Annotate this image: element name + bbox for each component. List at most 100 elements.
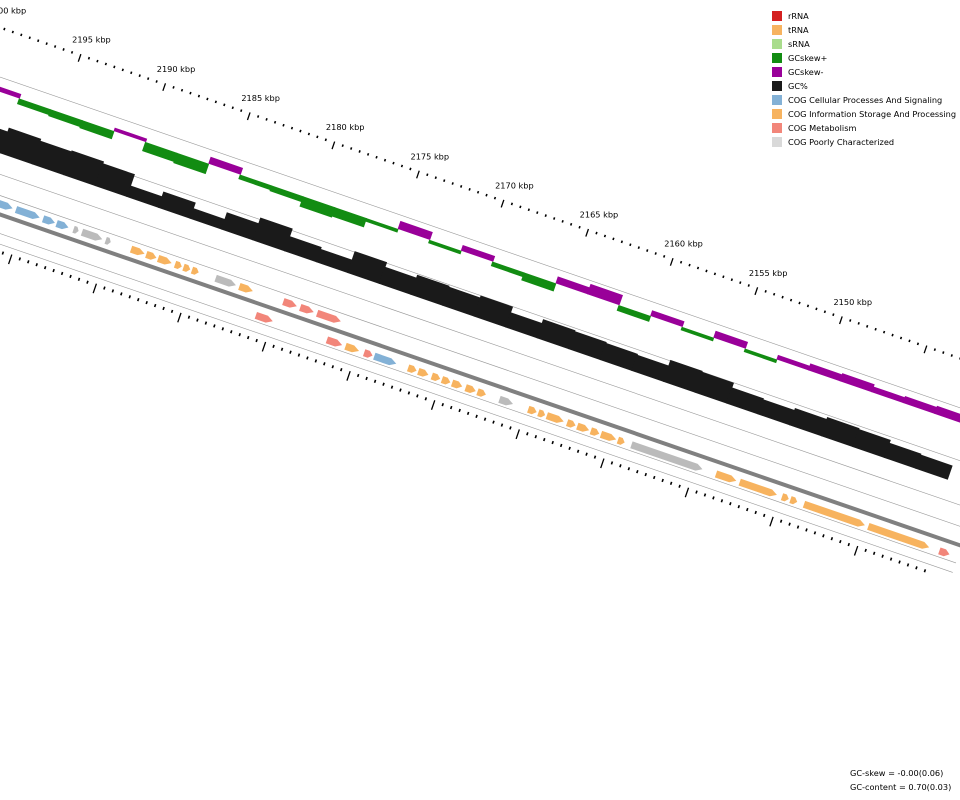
reverse-gene-arrow bbox=[576, 422, 590, 432]
inner-minor-tick bbox=[27, 260, 30, 264]
gc-content-bar bbox=[473, 295, 514, 328]
inner-minor-tick bbox=[551, 440, 554, 445]
ruler-minor-tick bbox=[950, 354, 953, 357]
ruler-label: 2185 kbp bbox=[241, 93, 280, 103]
inner-minor-tick bbox=[170, 309, 174, 314]
inner-minor-tick bbox=[416, 394, 419, 398]
reverse-gene-arrow bbox=[589, 427, 600, 436]
inner-minor-tick bbox=[796, 525, 800, 529]
ruler-minor-tick bbox=[899, 336, 903, 340]
gc-content-bar bbox=[252, 217, 293, 252]
reverse-gene-arrow bbox=[373, 352, 397, 366]
ruler-minor-tick bbox=[350, 147, 353, 150]
ruler-major-tick bbox=[331, 141, 336, 150]
gc-content-bar bbox=[31, 140, 73, 176]
inner-minor-tick bbox=[509, 426, 512, 430]
legend-label: GCskew+ bbox=[788, 53, 828, 63]
inner-minor-tick bbox=[424, 397, 428, 401]
gc-content-bar bbox=[662, 359, 703, 393]
ruler-minor-tick bbox=[747, 284, 750, 287]
inner-minor-tick bbox=[339, 367, 343, 372]
ruler-minor-tick bbox=[823, 310, 827, 314]
inner-minor-tick bbox=[399, 388, 402, 392]
gc-content-bar bbox=[315, 248, 353, 274]
gc-skew-plus-bar bbox=[521, 272, 557, 292]
inner-minor-tick bbox=[458, 408, 461, 413]
gc-content-bar bbox=[189, 208, 226, 230]
gc-content-bar bbox=[126, 185, 163, 208]
ruler-minor-tick bbox=[265, 118, 268, 121]
ruler-minor-tick bbox=[612, 237, 615, 241]
ruler-minor-tick bbox=[3, 27, 6, 31]
ruler-major-tick bbox=[669, 257, 674, 266]
forward-gene-arrow bbox=[315, 309, 341, 323]
gc-skew-plus-bar bbox=[238, 174, 273, 191]
ring-line bbox=[0, 233, 957, 564]
inner-minor-tick bbox=[737, 504, 741, 509]
inner-minor-tick bbox=[483, 417, 487, 421]
inner-minor-tick bbox=[872, 551, 876, 555]
reverse-gene-arrow bbox=[362, 349, 373, 358]
reverse-gene-arrow bbox=[599, 430, 617, 441]
ruler-minor-tick bbox=[916, 342, 920, 346]
forward-gene-arrow bbox=[173, 260, 182, 269]
inner-minor-tick bbox=[407, 391, 411, 395]
inner-minor-tick bbox=[703, 493, 707, 497]
ruler-minor-tick bbox=[282, 123, 285, 127]
gc-content-bar bbox=[284, 235, 322, 263]
inner-minor-tick bbox=[805, 528, 808, 532]
gc-skew-minus-bar bbox=[776, 354, 811, 371]
inner-minor-tick bbox=[136, 298, 140, 302]
reverse-gene-arrow bbox=[714, 470, 737, 483]
inner-minor-tick bbox=[619, 464, 622, 468]
ruler-label: 2155 kbp bbox=[749, 268, 788, 278]
ruler-minor-tick bbox=[214, 100, 217, 104]
inner-minor-tick bbox=[60, 271, 64, 276]
inner-minor-tick bbox=[145, 300, 148, 305]
inner-minor-tick bbox=[297, 353, 301, 357]
inner-minor-tick bbox=[331, 365, 335, 369]
inner-major-tick bbox=[430, 400, 436, 410]
ruler-minor-tick bbox=[11, 30, 14, 34]
inner-minor-tick bbox=[568, 446, 571, 451]
gc-content-bar bbox=[505, 312, 543, 339]
inner-major-tick bbox=[261, 341, 267, 352]
inner-minor-tick bbox=[534, 435, 538, 439]
gc-content-bar bbox=[220, 212, 260, 241]
inner-minor-tick bbox=[746, 507, 749, 512]
legend-swatch-srna bbox=[772, 39, 782, 49]
ruler-minor-tick bbox=[730, 278, 733, 282]
ruler-minor-tick bbox=[443, 179, 446, 182]
legend-label: COG Cellular Processes And Signaling bbox=[788, 95, 943, 105]
stats-panel: GC-skew = -0.00(0.06) GC-content = 0.70(… bbox=[850, 766, 951, 794]
inner-minor-tick bbox=[356, 373, 360, 378]
inner-minor-tick bbox=[77, 277, 81, 281]
ruler-minor-tick bbox=[789, 298, 793, 302]
ruler-label: 2160 kbp bbox=[664, 239, 703, 249]
ruler-minor-tick bbox=[121, 68, 124, 72]
forward-gene-arrow bbox=[282, 298, 297, 308]
reverse-gene-arrow bbox=[464, 384, 476, 393]
inner-major-tick bbox=[600, 458, 605, 469]
gc-skew-plus-bar bbox=[48, 109, 83, 128]
gc-skew-minus-bar bbox=[113, 127, 148, 143]
inner-minor-tick bbox=[898, 560, 901, 564]
legend-label: COG Metabolism bbox=[788, 123, 857, 133]
ruler-minor-tick bbox=[569, 222, 573, 226]
inner-major-tick bbox=[92, 283, 98, 294]
ruler-minor-tick bbox=[519, 205, 522, 209]
inner-minor-tick bbox=[915, 566, 918, 570]
ruler-minor-tick bbox=[536, 211, 539, 215]
forward-gene-arrow bbox=[145, 250, 157, 260]
legend-swatch-cog-information bbox=[772, 109, 782, 119]
ruler-minor-tick bbox=[62, 48, 65, 51]
inner-minor-tick bbox=[120, 292, 123, 296]
gc-content-bar bbox=[631, 354, 670, 382]
ruler-minor-tick bbox=[595, 231, 598, 235]
ruler-minor-tick bbox=[493, 196, 497, 200]
legend-item-cog-poorly: COG Poorly Characterized bbox=[772, 135, 960, 149]
inner-minor-tick bbox=[729, 502, 732, 506]
gc-skew-plus-bar bbox=[680, 326, 715, 342]
ruler-minor-tick bbox=[942, 351, 945, 354]
